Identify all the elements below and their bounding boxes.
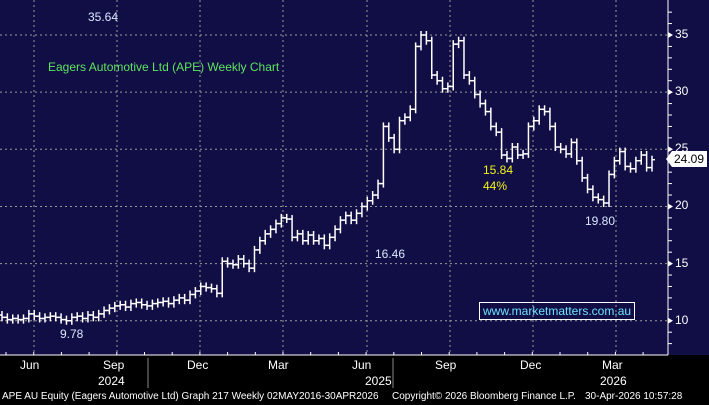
label-high: 35.64 bbox=[88, 10, 119, 24]
x-tick-label: Dec bbox=[187, 358, 209, 372]
x-tick-label: Dec bbox=[520, 358, 542, 372]
axis-background bbox=[668, 0, 709, 355]
x-tick-label: Jun bbox=[20, 358, 40, 372]
y-tick-label: 20 bbox=[675, 198, 689, 213]
x-tick-label: Mar bbox=[268, 358, 289, 372]
label-mid-low: 16.46 bbox=[375, 247, 406, 261]
x-tick-label: Sep bbox=[435, 358, 457, 372]
footer-timestamp: 30-Apr-2026 10:57:28 bbox=[585, 391, 683, 402]
footer-security: APE AU Equity (Eagers Automotive Ltd) Gr… bbox=[2, 391, 379, 402]
last-price-tag: 24.09 bbox=[665, 151, 708, 167]
chart-title: Eagers Automotive Ltd (APE) Weekly Chart bbox=[48, 60, 280, 74]
year-label: 2025 bbox=[365, 374, 392, 388]
year-label: 2024 bbox=[98, 374, 125, 388]
year-label: 2026 bbox=[600, 374, 627, 388]
x-tick-label: Mar bbox=[602, 358, 623, 372]
footer-copyright: Copyright© 2026 Bloomberg Finance L.P. bbox=[392, 391, 576, 402]
y-tick-label: 10 bbox=[675, 312, 689, 327]
y-tick-label: 30 bbox=[675, 84, 689, 99]
y-tick-label: 35 bbox=[675, 27, 689, 41]
plot-background bbox=[0, 0, 668, 355]
x-tick-label: Sep bbox=[103, 358, 125, 372]
watermark: www.marketmatters.com.au bbox=[479, 302, 636, 320]
label-low: 9.78 bbox=[60, 327, 84, 341]
label-recent-low: 19.80 bbox=[585, 214, 616, 228]
label-drawdown-pct: 44% bbox=[483, 179, 508, 193]
x-tick-label: Jun bbox=[352, 358, 372, 372]
label-drawdown: 15.84 bbox=[483, 163, 514, 177]
ohlc-bar bbox=[649, 155, 655, 172]
y-tick-label: 15 bbox=[675, 255, 689, 270]
y-tick-label: 25 bbox=[675, 141, 689, 156]
